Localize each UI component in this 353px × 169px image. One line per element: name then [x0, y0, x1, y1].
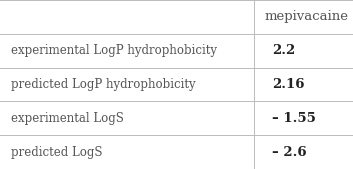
Text: mepivacaine: mepivacaine — [265, 10, 349, 23]
Text: predicted LogS: predicted LogS — [11, 146, 102, 159]
Text: 2.2: 2.2 — [272, 44, 295, 57]
Text: – 1.55: – 1.55 — [272, 112, 316, 125]
Text: 2.16: 2.16 — [272, 78, 304, 91]
Text: – 2.6: – 2.6 — [272, 146, 306, 159]
Text: experimental LogP hydrophobicity: experimental LogP hydrophobicity — [11, 44, 217, 57]
Text: predicted LogP hydrophobicity: predicted LogP hydrophobicity — [11, 78, 195, 91]
Text: experimental LogS: experimental LogS — [11, 112, 124, 125]
